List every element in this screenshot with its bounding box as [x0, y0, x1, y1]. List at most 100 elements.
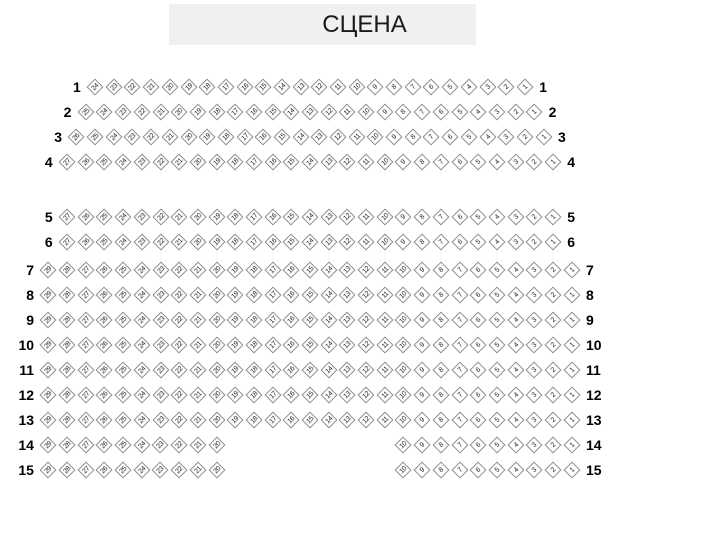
- seat-row7-num12[interactable]: 12: [357, 260, 376, 280]
- seat-row11-num11[interactable]: 11: [375, 360, 394, 380]
- seat-row4-num3[interactable]: 3: [506, 152, 525, 172]
- seat-row5-num8[interactable]: 8: [413, 207, 432, 227]
- seat-row13-num3[interactable]: 3: [525, 410, 544, 430]
- seat-row6-num5[interactable]: 5: [469, 232, 488, 252]
- seat-row3-num9[interactable]: 9: [385, 127, 404, 147]
- seat-row12-num4[interactable]: 4: [506, 385, 525, 405]
- seat-row3-num18[interactable]: 18: [217, 127, 236, 147]
- seat-row7-num27[interactable]: 27: [76, 260, 95, 280]
- seat-row8-num13[interactable]: 13: [338, 285, 357, 305]
- seat-row4-num25[interactable]: 25: [95, 152, 114, 172]
- seat-row9-num25[interactable]: 25: [114, 310, 133, 330]
- seat-row12-num15[interactable]: 15: [301, 385, 320, 405]
- seat-row5-num14[interactable]: 14: [301, 207, 320, 227]
- seat-row2-num7[interactable]: 7: [413, 102, 432, 122]
- seat-row6-num24[interactable]: 24: [114, 232, 133, 252]
- seat-row3-num13[interactable]: 13: [310, 127, 329, 147]
- seat-row12-num7[interactable]: 7: [450, 385, 469, 405]
- seat-row5-num10[interactable]: 10: [375, 207, 394, 227]
- seat-row15-num1[interactable]: 1: [562, 460, 581, 480]
- seat-row3-num8[interactable]: 8: [403, 127, 422, 147]
- seat-row6-num14[interactable]: 14: [301, 232, 320, 252]
- seat-row14-num28[interactable]: 28: [58, 435, 77, 455]
- seat-row1-num7[interactable]: 7: [403, 77, 422, 97]
- seat-row11-num3[interactable]: 3: [525, 360, 544, 380]
- seat-row10-num12[interactable]: 12: [357, 335, 376, 355]
- seat-row8-num14[interactable]: 14: [319, 285, 338, 305]
- seat-row12-num10[interactable]: 10: [394, 385, 413, 405]
- seat-row6-num19[interactable]: 19: [207, 232, 226, 252]
- seat-row11-num10[interactable]: 10: [394, 360, 413, 380]
- seat-row12-num28[interactable]: 28: [58, 385, 77, 405]
- seat-row10-num1[interactable]: 1: [562, 335, 581, 355]
- seat-row2-num8[interactable]: 8: [394, 102, 413, 122]
- seat-row14-num10[interactable]: 10: [394, 435, 413, 455]
- seat-row7-num11[interactable]: 11: [375, 260, 394, 280]
- seat-row11-num29[interactable]: 29: [39, 360, 58, 380]
- seat-row11-num9[interactable]: 9: [413, 360, 432, 380]
- seat-row2-num17[interactable]: 17: [226, 102, 245, 122]
- seat-row8-num18[interactable]: 18: [245, 285, 264, 305]
- seat-row12-num29[interactable]: 29: [39, 385, 58, 405]
- seat-row6-num26[interactable]: 26: [76, 232, 95, 252]
- seat-row1-num15[interactable]: 15: [254, 77, 273, 97]
- seat-row9-num1[interactable]: 1: [562, 310, 581, 330]
- seat-row11-num23[interactable]: 23: [151, 360, 170, 380]
- seat-row4-num12[interactable]: 12: [338, 152, 357, 172]
- seat-row15-num8[interactable]: 8: [432, 460, 451, 480]
- seat-row14-num25[interactable]: 25: [114, 435, 133, 455]
- seat-row2-num24[interactable]: 24: [95, 102, 114, 122]
- seat-row1-num21[interactable]: 21: [142, 77, 161, 97]
- seat-row2-num20[interactable]: 20: [170, 102, 189, 122]
- seat-row13-num16[interactable]: 16: [282, 410, 301, 430]
- seat-row1-num10[interactable]: 10: [347, 77, 366, 97]
- seat-row10-num4[interactable]: 4: [506, 335, 525, 355]
- seat-row8-num12[interactable]: 12: [357, 285, 376, 305]
- seat-row14-num4[interactable]: 4: [506, 435, 525, 455]
- seat-row7-num2[interactable]: 2: [544, 260, 563, 280]
- seat-row3-num17[interactable]: 17: [235, 127, 254, 147]
- seat-row4-num2[interactable]: 2: [525, 152, 544, 172]
- seat-row1-num4[interactable]: 4: [460, 77, 479, 97]
- seat-row3-num22[interactable]: 22: [142, 127, 161, 147]
- seat-row13-num24[interactable]: 24: [132, 410, 151, 430]
- seat-row10-num21[interactable]: 21: [189, 335, 208, 355]
- seat-row4-num7[interactable]: 7: [431, 152, 450, 172]
- seat-row8-num24[interactable]: 24: [132, 285, 151, 305]
- seat-row1-num16[interactable]: 16: [235, 77, 254, 97]
- seat-row7-num6[interactable]: 6: [469, 260, 488, 280]
- seat-row14-num5[interactable]: 5: [488, 435, 507, 455]
- seat-row1-num22[interactable]: 22: [123, 77, 142, 97]
- seat-row8-num11[interactable]: 11: [375, 285, 394, 305]
- seat-row14-num2[interactable]: 2: [544, 435, 563, 455]
- seat-row3-num14[interactable]: 14: [291, 127, 310, 147]
- seat-row8-num21[interactable]: 21: [189, 285, 208, 305]
- seat-row15-num26[interactable]: 26: [95, 460, 114, 480]
- seat-row6-num1[interactable]: 1: [544, 232, 563, 252]
- seat-row8-num6[interactable]: 6: [469, 285, 488, 305]
- seat-row4-num6[interactable]: 6: [450, 152, 469, 172]
- seat-row13-num21[interactable]: 21: [189, 410, 208, 430]
- seat-row8-num4[interactable]: 4: [506, 285, 525, 305]
- seat-row1-num11[interactable]: 11: [329, 77, 348, 97]
- seat-row6-num17[interactable]: 17: [245, 232, 264, 252]
- seat-row13-num4[interactable]: 4: [506, 410, 525, 430]
- seat-row5-num1[interactable]: 1: [544, 207, 563, 227]
- seat-row7-num23[interactable]: 23: [151, 260, 170, 280]
- seat-row2-num16[interactable]: 16: [245, 102, 264, 122]
- seat-row13-num12[interactable]: 12: [357, 410, 376, 430]
- seat-row9-num16[interactable]: 16: [282, 310, 301, 330]
- seat-row10-num29[interactable]: 29: [39, 335, 58, 355]
- seat-row1-num12[interactable]: 12: [310, 77, 329, 97]
- seat-row8-num25[interactable]: 25: [114, 285, 133, 305]
- seat-row14-num3[interactable]: 3: [525, 435, 544, 455]
- seat-row10-num22[interactable]: 22: [170, 335, 189, 355]
- seat-row13-num5[interactable]: 5: [488, 410, 507, 430]
- seat-row4-num27[interactable]: 27: [58, 152, 77, 172]
- seat-row15-num21[interactable]: 21: [188, 460, 207, 480]
- seat-row8-num28[interactable]: 28: [58, 285, 77, 305]
- seat-row11-num17[interactable]: 17: [263, 360, 282, 380]
- seat-row1-num5[interactable]: 5: [441, 77, 460, 97]
- seat-row8-num3[interactable]: 3: [525, 285, 544, 305]
- seat-row5-num7[interactable]: 7: [431, 207, 450, 227]
